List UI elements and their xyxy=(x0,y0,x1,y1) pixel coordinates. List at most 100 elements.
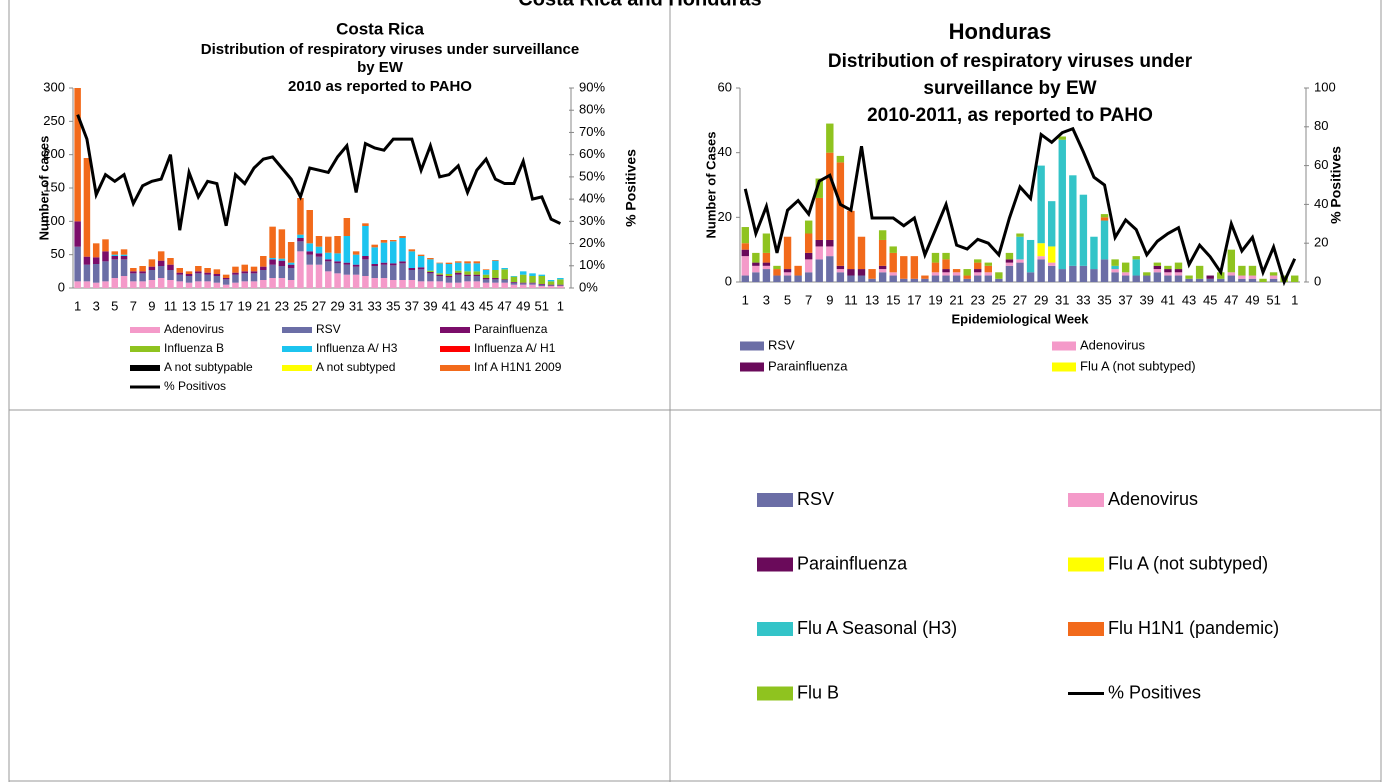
bar-segment xyxy=(1037,259,1045,282)
bar-segment xyxy=(1248,265,1257,276)
bar-segment xyxy=(492,260,499,261)
bar-segment xyxy=(380,262,388,265)
legend-label: Flu A (not subtyped) xyxy=(1080,358,1196,373)
y-tick-label: 100 xyxy=(43,213,65,228)
y2-tick-label: 40 xyxy=(1314,196,1328,211)
bar-segment xyxy=(900,256,908,279)
bar-segment xyxy=(529,282,536,284)
bar-segment xyxy=(1238,265,1246,276)
bar-segment xyxy=(752,262,760,266)
bar-segment xyxy=(241,271,248,274)
bar-segment xyxy=(185,271,193,274)
bar-segment xyxy=(826,152,834,240)
y-tick-label: 300 xyxy=(43,79,65,94)
bar-segment xyxy=(315,256,323,265)
legend-large-label: Adenovirus xyxy=(1108,489,1198,509)
bar-segment xyxy=(445,277,453,283)
x-tick-label: 9 xyxy=(148,298,155,313)
bar-segment xyxy=(974,262,982,270)
bar-segment xyxy=(325,252,332,260)
y-tick-label: 0 xyxy=(725,273,732,288)
bar-segment xyxy=(1121,262,1130,273)
bar-segment xyxy=(325,259,332,262)
bar-segment xyxy=(427,273,434,282)
bar-segment xyxy=(878,265,887,270)
bar-segment xyxy=(836,269,845,273)
bar-segment xyxy=(878,230,887,240)
bar-segment xyxy=(83,281,91,288)
bar-segment xyxy=(900,278,908,282)
bar-segment xyxy=(492,270,499,278)
x-tick-label: 43 xyxy=(1182,292,1196,307)
bar-segment xyxy=(1037,165,1045,244)
bar-segment xyxy=(1153,262,1162,266)
bar-segment xyxy=(501,268,508,270)
x-tick-label: 3 xyxy=(763,292,770,307)
bar-segment xyxy=(878,269,887,273)
bar-segment xyxy=(74,281,81,288)
bar-segment xyxy=(380,242,388,263)
bar-segment xyxy=(501,269,508,280)
x-tick-label: 35 xyxy=(386,298,400,313)
x-tick-label: 31 xyxy=(1055,292,1069,307)
bar-segment xyxy=(815,197,823,240)
legend-swatch xyxy=(440,346,470,352)
bar-segment xyxy=(1195,278,1204,282)
bar-segment xyxy=(910,256,919,279)
bar-segment xyxy=(185,274,193,276)
bar-segment xyxy=(1016,262,1024,282)
bar-segment xyxy=(963,269,971,276)
bar-segment xyxy=(343,262,351,265)
legend-swatch xyxy=(130,346,160,352)
bar-segment xyxy=(111,278,119,288)
y-axis-label: Number of Cases xyxy=(703,132,718,239)
bar-segment xyxy=(910,278,919,282)
bar-segment xyxy=(538,284,546,286)
bar-segment xyxy=(741,227,749,244)
bar-segment xyxy=(557,285,564,286)
bar-segment xyxy=(195,271,202,274)
bar-segment xyxy=(847,210,855,270)
bar-segment xyxy=(1026,272,1035,282)
bar-segment xyxy=(752,272,760,282)
y2-tick-label: 70% xyxy=(579,124,605,139)
bar-segment xyxy=(352,251,360,255)
bar-segment xyxy=(454,270,462,273)
bar-segment xyxy=(878,239,887,266)
chart-subtitle: surveillance by EW xyxy=(923,78,1096,99)
bar-segment xyxy=(222,284,230,288)
bar-segment xyxy=(857,236,866,270)
legend-swatch xyxy=(440,365,470,371)
bar-segment xyxy=(794,265,802,276)
bar-segment xyxy=(1121,272,1130,276)
bar-segment xyxy=(1248,278,1257,282)
x-tick-label: 47 xyxy=(497,298,511,313)
x-tick-label: 31 xyxy=(349,298,363,313)
bar-segment xyxy=(942,272,950,276)
bar-segment xyxy=(427,259,434,271)
bar-segment xyxy=(1174,269,1183,273)
bar-segment xyxy=(847,275,855,282)
bar-segment xyxy=(436,263,443,274)
bar-segment xyxy=(492,278,499,280)
bar-segment xyxy=(83,158,91,257)
x-tick-label: 45 xyxy=(479,298,493,313)
bar-segment xyxy=(1185,275,1193,279)
bar-segment xyxy=(931,262,940,273)
bar-segment xyxy=(325,236,332,253)
chart-title: Honduras xyxy=(949,19,1052,44)
bar-segment xyxy=(445,282,453,288)
bar-segment xyxy=(1143,275,1151,282)
bar-segment xyxy=(519,274,527,283)
x-tick-label: 43 xyxy=(460,298,474,313)
bar-segment xyxy=(815,246,823,260)
bar-segment xyxy=(454,282,462,288)
bar-segment xyxy=(232,282,239,288)
bar-segment xyxy=(741,275,749,282)
legend-swatch xyxy=(440,327,470,333)
bar-segment xyxy=(334,261,341,264)
bar-segment xyxy=(942,275,950,282)
bar-segment xyxy=(1164,269,1172,273)
bar-segment xyxy=(102,281,109,288)
bar-segment xyxy=(352,264,360,267)
